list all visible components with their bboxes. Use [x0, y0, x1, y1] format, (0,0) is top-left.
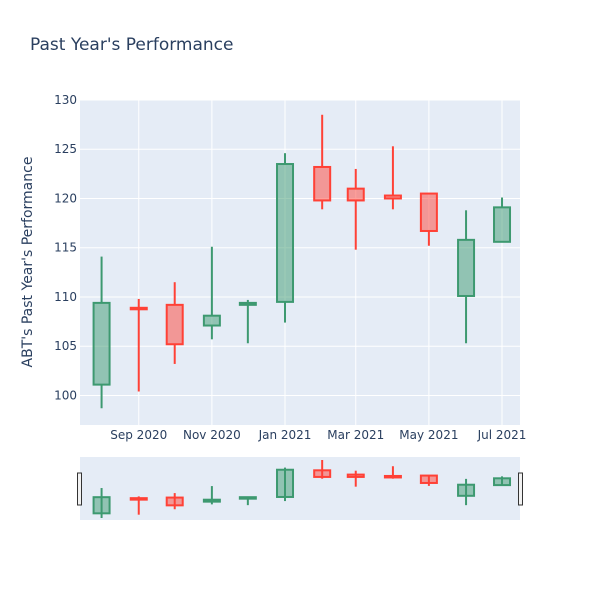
mini-candle — [276, 467, 295, 502]
y-tick-label: 115 — [54, 241, 77, 255]
mini-candle-body — [457, 483, 476, 497]
mini-candle-body — [383, 474, 402, 479]
candle[interactable] — [92, 256, 111, 409]
candle[interactable] — [313, 114, 332, 210]
candle[interactable] — [165, 282, 184, 364]
x-axis: Sep 2020 Nov 2020 Jan 2021 Mar 2021 May 2021… — [110, 428, 526, 442]
mini-candle-body — [202, 498, 221, 503]
mini-candle — [493, 476, 512, 487]
y-tick-label: 100 — [54, 388, 77, 402]
candle[interactable] — [493, 197, 512, 243]
mini-candle — [313, 460, 332, 479]
range-slider-candles — [92, 460, 512, 518]
x-tick-label: Jan 2021 — [258, 428, 312, 442]
range-slider-right-handle[interactable] — [518, 472, 523, 506]
y-axis: 100 105 110 115 120 125 130 — [54, 93, 77, 402]
y-tick-label: 125 — [54, 142, 77, 156]
candle-body — [129, 306, 148, 311]
y-tick-label: 130 — [54, 93, 77, 107]
mini-candle-body — [92, 496, 111, 515]
candles-layer[interactable] — [92, 114, 512, 409]
range-slider-left-handle[interactable] — [77, 472, 82, 506]
mini-candle — [92, 488, 111, 518]
mini-candle-body — [493, 477, 512, 487]
candle-body — [165, 303, 184, 346]
mini-candle — [165, 493, 184, 510]
mini-candle — [457, 478, 476, 506]
range-slider[interactable] — [80, 457, 520, 520]
mini-candle-body — [238, 496, 257, 500]
x-tick-label: Jul 2021 — [477, 428, 527, 442]
mini-candle-body — [419, 474, 438, 484]
mini-candle — [383, 466, 402, 479]
mini-candle — [419, 474, 438, 486]
candle-body — [238, 301, 257, 306]
candle-body — [457, 238, 476, 297]
candle-body — [202, 314, 221, 327]
y-tick-label: 120 — [54, 191, 77, 205]
candle-body — [92, 301, 111, 386]
mini-candle-body — [313, 469, 332, 478]
candle-body — [419, 192, 438, 232]
candle[interactable] — [276, 153, 295, 323]
mini-candle — [346, 470, 365, 487]
candle-body — [383, 194, 402, 200]
candle-body — [346, 187, 365, 202]
mini-candle-body — [276, 468, 295, 498]
candle[interactable] — [383, 146, 402, 210]
candle-body — [313, 165, 332, 202]
candle[interactable] — [202, 246, 221, 340]
candle[interactable] — [419, 192, 438, 246]
plot-area — [80, 100, 520, 425]
mini-candle — [129, 496, 148, 515]
mini-candle — [238, 496, 257, 506]
x-tick-label: Sep 2020 — [110, 428, 167, 442]
mini-candle-body — [129, 497, 148, 501]
x-tick-label: May 2021 — [399, 428, 458, 442]
y-tick-label: 105 — [54, 339, 77, 353]
x-tick-label: Nov 2020 — [183, 428, 241, 442]
candle-body — [493, 206, 512, 243]
mini-candle-body — [165, 496, 184, 507]
candle[interactable] — [129, 298, 148, 392]
mini-candle — [202, 486, 221, 505]
candle[interactable] — [346, 168, 365, 250]
chart-title: Past Year's Performance — [30, 35, 234, 55]
y-tick-label: 110 — [54, 290, 77, 304]
candle[interactable] — [238, 299, 257, 344]
y-axis-title: ABT's Past Year's Performance — [20, 157, 36, 368]
mini-candle-body — [346, 473, 365, 478]
x-tick-label: Mar 2021 — [327, 428, 384, 442]
candle-body — [276, 163, 295, 303]
candle[interactable] — [457, 210, 476, 344]
